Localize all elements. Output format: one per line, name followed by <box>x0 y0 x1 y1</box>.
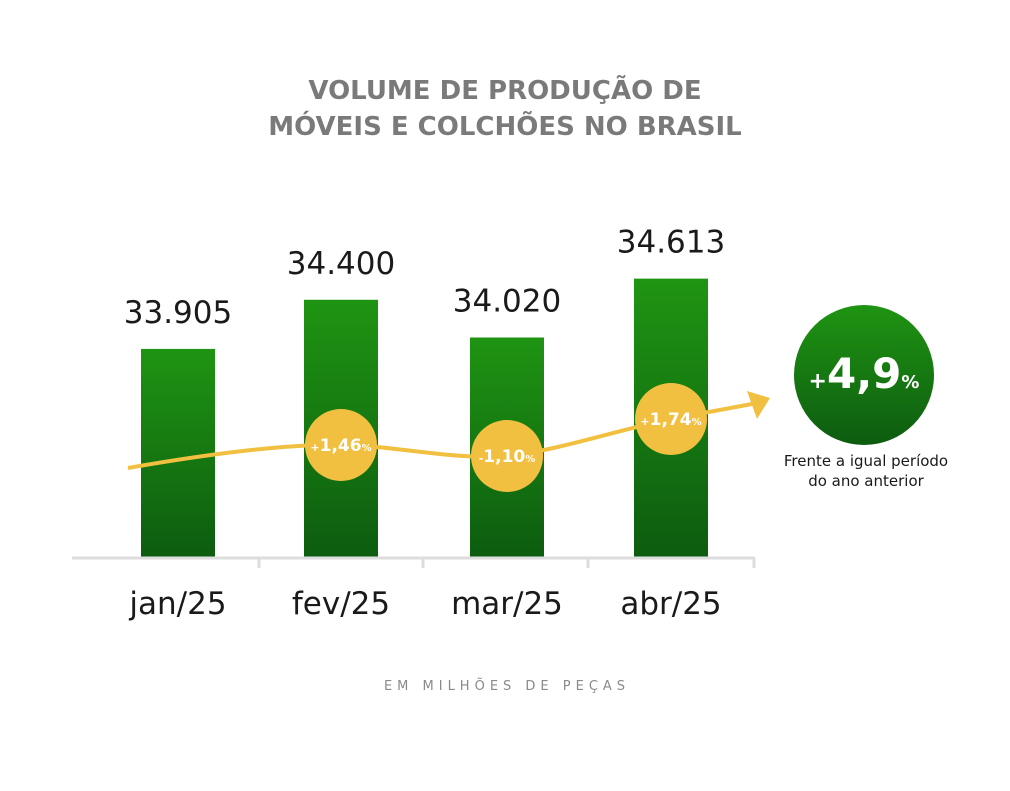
change-marker <box>635 383 707 455</box>
chart-title-line-1: VOLUME DE PRODUÇÃO DE <box>308 74 701 106</box>
total-change-unit: % <box>901 372 919 393</box>
change-label: +1,74% <box>640 410 701 430</box>
x-tick-label: abr/25 <box>620 586 721 622</box>
change-marker <box>471 420 543 492</box>
change-marker <box>305 409 377 481</box>
bar-value-label: 34.020 <box>453 283 561 319</box>
total-change-circle <box>794 305 934 445</box>
chart-title-line-2: MÓVEIS E COLCHÕES NO BRASIL <box>268 110 742 142</box>
x-tick-label: fev/25 <box>292 586 390 622</box>
total-change-label: +4,9% <box>809 349 920 398</box>
total-change-note-line-2: do ano anterior <box>808 472 924 490</box>
x-axis <box>72 556 756 568</box>
unit-label: EM MILHÕES DE PEÇAS <box>384 678 630 694</box>
trend-arrow-head <box>747 391 770 419</box>
total-change-note-line-1: Frente a igual período <box>784 452 948 470</box>
change-label: -1,10% <box>479 447 536 467</box>
bar-value-label: 34.613 <box>617 225 725 261</box>
change-label: +1,46% <box>310 436 371 456</box>
total-change-value: 4,9 <box>827 349 901 398</box>
x-tick-label: mar/25 <box>451 586 563 622</box>
x-tick-label: jan/25 <box>128 586 226 622</box>
total-change-sign: + <box>809 369 827 394</box>
bar-jan-25 <box>141 348 215 558</box>
bar-value-label: 33.905 <box>124 295 232 331</box>
bar-value-label: 34.400 <box>287 246 395 282</box>
trend-line <box>127 402 753 470</box>
total-change-badge: +4,9% Frente a igual período do ano ante… <box>784 305 948 490</box>
